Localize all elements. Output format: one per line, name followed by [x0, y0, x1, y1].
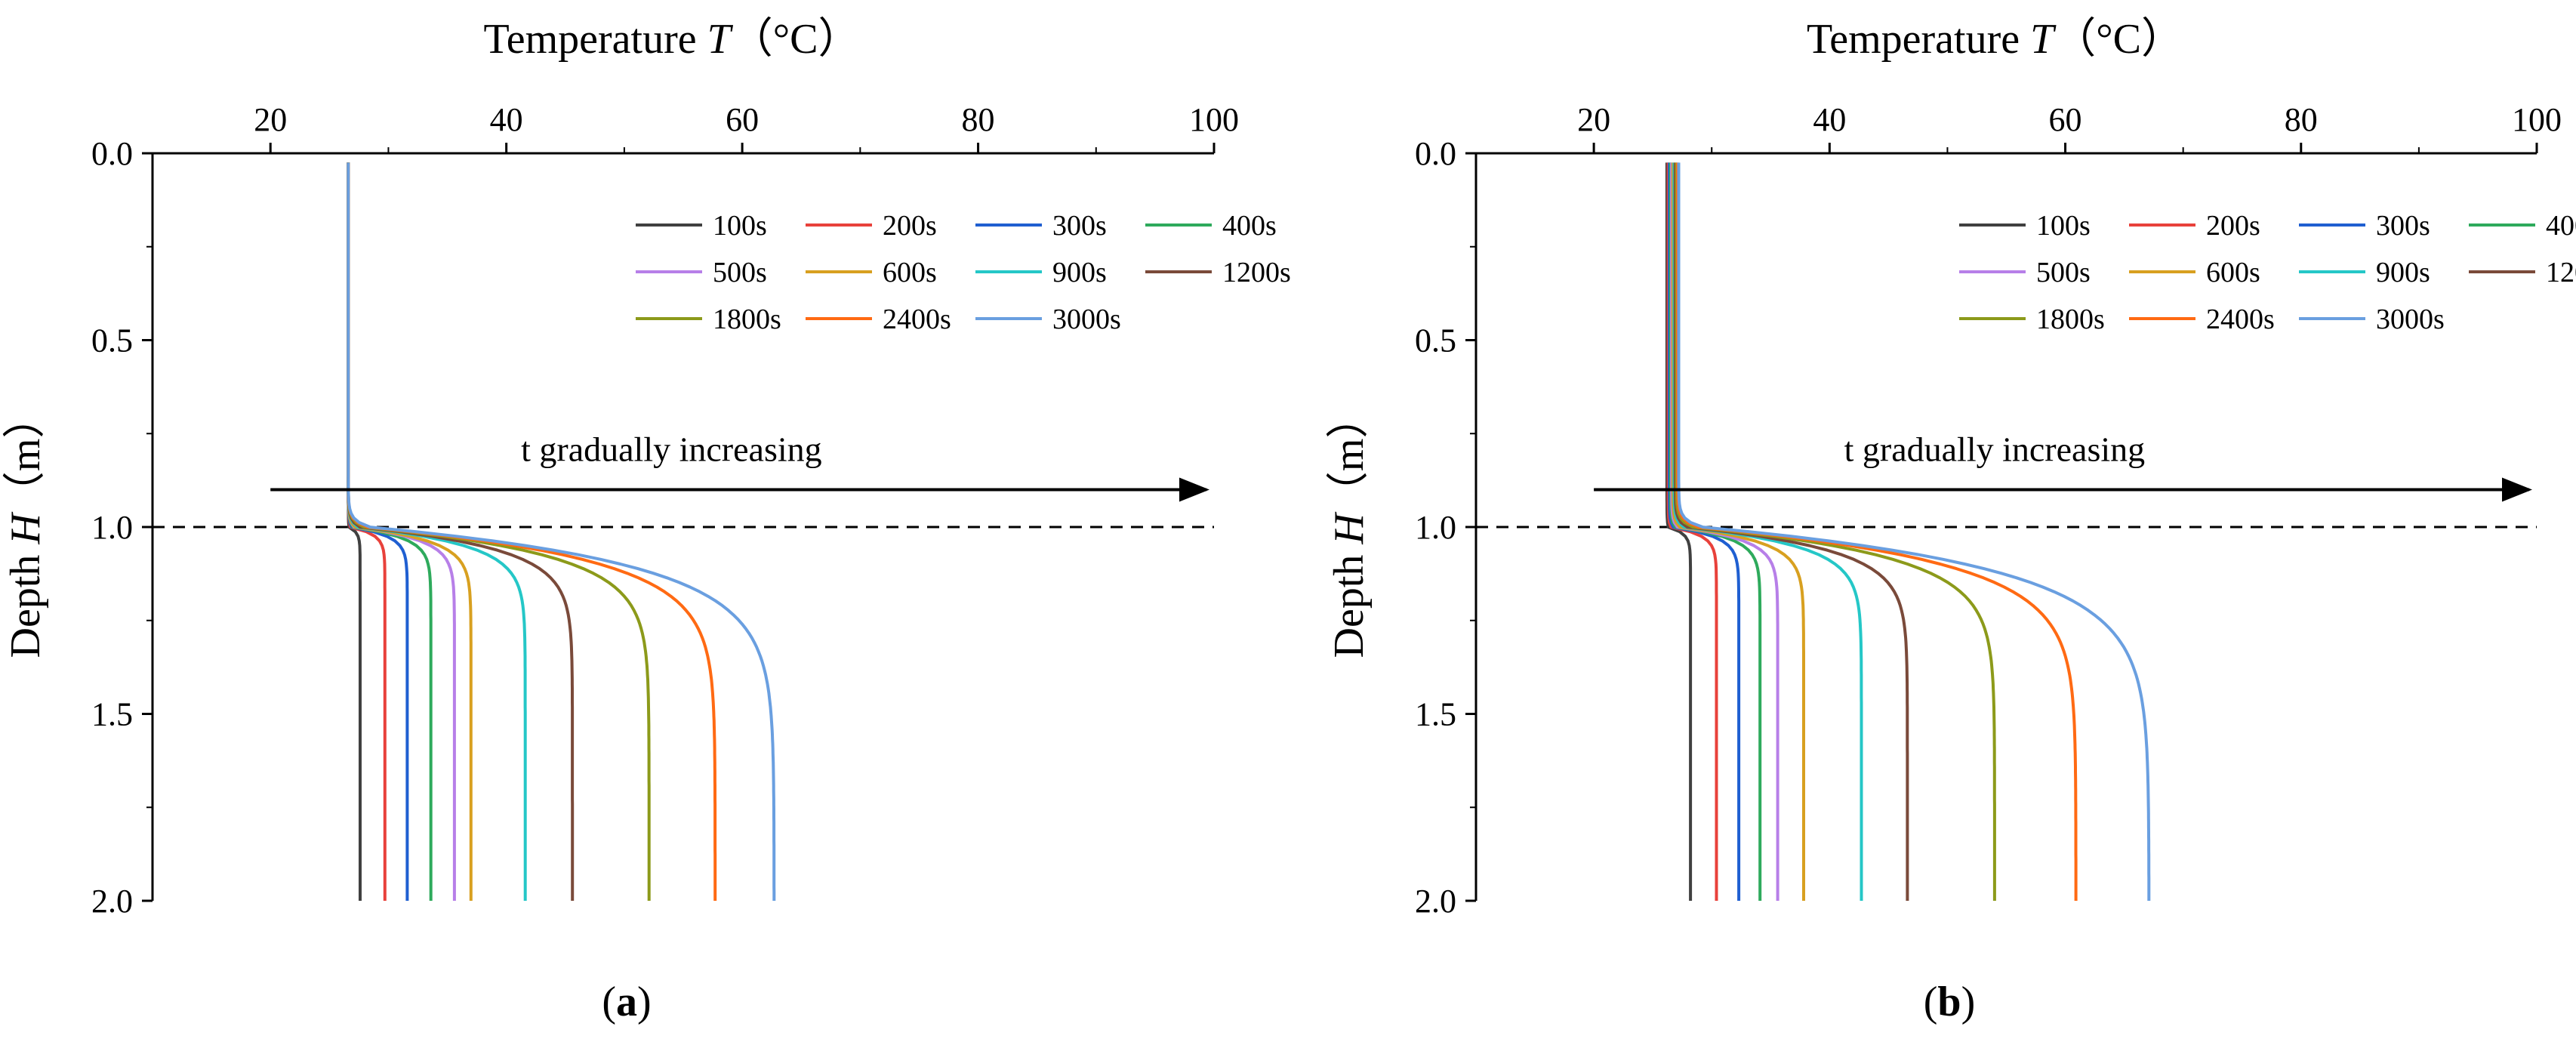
y-axis-title-unit: （m） — [2, 396, 49, 514]
legend-label-200s: 200s — [2206, 210, 2260, 242]
series-line-1800s — [1675, 162, 1996, 901]
legend-label-300s: 300s — [1052, 210, 1107, 242]
x-axis-title-symbol: T — [2030, 16, 2057, 63]
legend-label-300s: 300s — [2376, 210, 2430, 242]
series-line-1800s — [347, 162, 651, 901]
x-axis-title: Temperature T（°C） — [483, 16, 860, 63]
series-line-3000s — [347, 162, 776, 901]
legend-label-900s: 900s — [2376, 257, 2430, 288]
y-tick-label: 1.0 — [1415, 509, 1456, 546]
x-tick-label: 40 — [1813, 101, 1846, 138]
panel-label: (a) — [602, 979, 651, 1025]
y-tick-label: 0.0 — [1415, 135, 1456, 172]
legend-label-200s: 200s — [883, 210, 937, 242]
legend-label-2400s: 2400s — [2206, 304, 2275, 335]
legend-label-400s: 400s — [2546, 210, 2576, 242]
legend: 100s 200s 300s 400s 500s 600s 900s 1200s 1800s 24… — [636, 210, 1291, 335]
panel-label-open: ( — [602, 979, 616, 1025]
legend-label-1200s: 1200s — [1222, 257, 1291, 288]
x-tick-label: 80 — [2285, 101, 2318, 138]
legend: 100s 200s 300s 400s 500s 600s 900s 1200s 1800s 24… — [1959, 210, 2576, 335]
panel-label-close: ) — [1961, 979, 1976, 1025]
panel-label-letter: b — [1937, 979, 1961, 1025]
legend-label-500s: 500s — [2036, 257, 2091, 288]
y-axis-title-text: Depth — [2, 544, 49, 658]
x-axis-title-unit: （°C） — [731, 16, 861, 63]
legend-label-3000s: 3000s — [2376, 304, 2445, 335]
legend-label-3000s: 3000s — [1052, 304, 1121, 335]
y-axis-title-symbol: H — [2, 512, 49, 545]
y-axis-title-symbol: H — [1326, 512, 1373, 545]
y-axis-title-unit: （m） — [1326, 396, 1373, 514]
y-axis-title-text: Depth — [1326, 544, 1373, 658]
legend-label-600s: 600s — [883, 257, 937, 288]
x-tick-label: 40 — [490, 101, 523, 138]
y-tick-label: 1.5 — [91, 696, 133, 733]
annotation-text: t gradually increasing — [1844, 430, 2146, 469]
legend-label-2400s: 2400s — [883, 304, 951, 335]
series-line-100s — [347, 162, 362, 901]
y-tick-label: 2.0 — [91, 883, 133, 920]
legend-label-500s: 500s — [713, 257, 767, 288]
y-tick-label: 1.0 — [91, 509, 133, 546]
x-tick-label: 20 — [1577, 101, 1610, 138]
y-axis-title: Depth H（m） — [2, 396, 49, 658]
panel-label: (b) — [1924, 979, 1975, 1025]
series-line-3000s — [1677, 162, 2151, 901]
x-axis-title-text: Temperature — [1807, 16, 2030, 63]
legend-label-1800s: 1800s — [2036, 304, 2105, 335]
y-tick-label: 0.5 — [91, 322, 133, 359]
legend-label-900s: 900s — [1052, 257, 1107, 288]
x-tick-label: 80 — [962, 101, 995, 138]
panel-label-letter: a — [616, 979, 637, 1025]
y-tick-label: 2.0 — [1415, 883, 1456, 920]
y-axis-title: Depth H（m） — [1326, 396, 1373, 658]
x-axis-title-unit: （°C） — [2054, 16, 2183, 63]
y-tick-label: 0.5 — [1415, 322, 1456, 359]
x-tick-label: 100 — [2512, 101, 2562, 138]
legend-label-1200s: 1200s — [2546, 257, 2576, 288]
y-tick-label: 1.5 — [1415, 696, 1456, 733]
panel-label-close: ) — [637, 979, 652, 1025]
legend-label-100s: 100s — [2036, 210, 2091, 242]
x-tick-label: 60 — [2049, 101, 2082, 138]
x-tick-label: 20 — [254, 101, 287, 138]
legend-label-1800s: 1800s — [713, 304, 781, 335]
legend-label-600s: 600s — [2206, 257, 2260, 288]
x-axis-title-symbol: T — [707, 16, 734, 63]
panel-label-open: ( — [1924, 979, 1938, 1025]
y-tick-label: 0.0 — [91, 135, 133, 172]
x-axis-title-text: Temperature — [483, 16, 707, 63]
legend-label-400s: 400s — [1222, 210, 1277, 242]
x-tick-label: 100 — [1189, 101, 1239, 138]
annotation-text: t gradually increasing — [521, 430, 822, 469]
x-tick-label: 60 — [726, 101, 759, 138]
legend-label-100s: 100s — [713, 210, 767, 242]
x-axis-title: Temperature T（°C） — [1807, 16, 2183, 63]
